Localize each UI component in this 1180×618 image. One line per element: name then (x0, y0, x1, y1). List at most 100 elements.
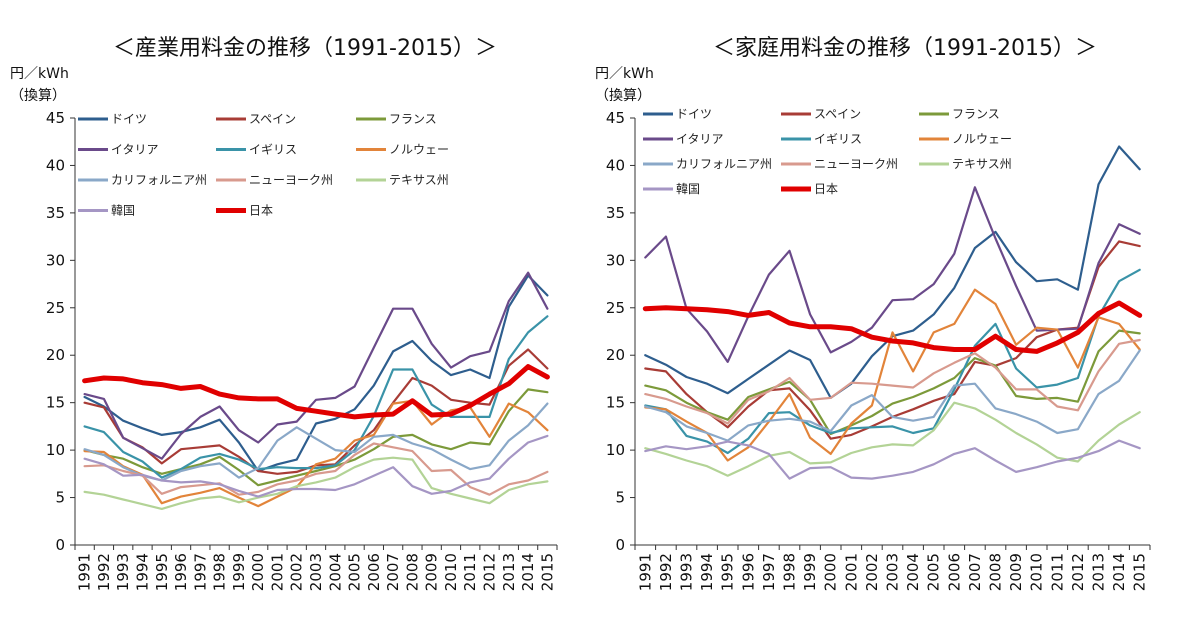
y-axis-unit-label: 円／kWh (595, 66, 654, 82)
legend-label: イギリス (814, 132, 862, 146)
legend-label: 日本 (814, 182, 838, 196)
industrial-chart-panel: ＜産業用料金の推移（1991-2015）＞ 円／kWh （換算） 0 5 10 15 20 25… (10, 36, 558, 591)
legend-label: カリフォルニア州 (111, 173, 207, 187)
series-line-11 (82, 364, 550, 420)
x-tick-label: 2014 (1110, 553, 1128, 591)
x-tick-label: 2007 (384, 553, 402, 591)
x-tick-label: 1995 (719, 553, 737, 591)
y-tick-label: 35 (46, 204, 65, 222)
x-tick-label: 2015 (538, 553, 556, 591)
x-tick-label: 2005 (925, 553, 943, 591)
legend-label: スペイン (814, 107, 861, 121)
y-tick-label: 5 (615, 489, 625, 507)
series-line-9 (83, 456, 549, 510)
y-tick-label: 40 (46, 156, 65, 174)
chart-title: ＜産業用料金の推移（1991-2015）＞ (113, 36, 497, 61)
y-tick-label: 20 (606, 346, 625, 364)
y-tick-label: 30 (46, 251, 65, 269)
series-line-4 (83, 271, 549, 460)
x-tick-label: 2012 (481, 553, 499, 591)
legend-label: テキサス州 (952, 157, 1012, 171)
x-tick-label: 1997 (191, 553, 209, 591)
x-tick-label: 2007 (966, 553, 984, 591)
x-tick-label: 2002 (288, 553, 306, 591)
x-tick-label: 2008 (987, 553, 1005, 591)
legend-label: スペイン (249, 112, 296, 126)
x-tick-label: 1999 (230, 553, 248, 591)
y-axis-unit-note: （換算） (595, 88, 651, 104)
x-tick-label: 2010 (1028, 553, 1046, 591)
x-tick-label: 2000 (249, 553, 267, 591)
x-tick-label: 2001 (842, 553, 860, 591)
y-tick-label: 5 (55, 489, 65, 507)
y-tick-label: 25 (46, 299, 65, 317)
x-tick-label: 2004 (904, 553, 922, 591)
series-line-9 (644, 401, 1141, 477)
x-tick-label: 2005 (346, 553, 364, 591)
legend-label: ニューヨーク州 (249, 173, 333, 187)
x-tick-label: 2006 (365, 553, 383, 591)
series-line-10 (83, 434, 549, 498)
y-tick-label: 0 (55, 536, 65, 554)
x-tick-label: 1994 (133, 553, 151, 591)
legend-label: ドイツ (111, 112, 147, 126)
x-tick-label: 1999 (801, 553, 819, 591)
series-line-3 (83, 388, 549, 487)
x-tick-label: 2000 (822, 553, 840, 591)
x-tick-label: 2006 (945, 553, 963, 591)
legend-label: ドイツ (676, 107, 712, 121)
y-tick-label: 40 (606, 156, 625, 174)
x-tick-label: 2013 (500, 553, 518, 591)
y-tick-label: 25 (606, 299, 625, 317)
x-tick-label: 1992 (657, 553, 675, 591)
series-line-10 (644, 439, 1141, 480)
legend-label: フランス (952, 107, 1000, 121)
x-tick-label: 1991 (636, 553, 654, 591)
x-tick-label: 1992 (95, 553, 113, 591)
x-tick-label: 1997 (760, 553, 778, 591)
legend-label: フランス (389, 112, 437, 126)
x-tick-label: 2012 (1069, 553, 1087, 591)
y-tick-label: 15 (46, 394, 65, 412)
legend-label: テキサス州 (389, 173, 449, 187)
x-tick-label: 2011 (461, 553, 479, 591)
y-tick-label: 20 (46, 346, 65, 364)
x-tick-label: 2003 (307, 553, 325, 591)
legend-label: イギリス (249, 143, 297, 157)
industrial-price-line-chart: ＜産業用料金の推移（1991-2015）＞ 円／kWh （換算） 0 5 10 15 20 25… (10, 36, 558, 591)
series-line-5 (83, 315, 549, 479)
legend-label: ニューヨーク州 (814, 157, 898, 171)
y-axis-unit-note: （換算） (10, 88, 66, 104)
x-tick-label: 1998 (781, 553, 799, 591)
household-price-line-chart: ＜家庭用料金の推移（1991-2015）＞ 円／kWh （換算） 0 5 10 15 20 25… (595, 36, 1151, 591)
y-tick-label: 35 (606, 204, 625, 222)
x-tick-label: 2014 (519, 553, 537, 591)
legend-label: 韓国 (111, 204, 135, 218)
y-tick-label: 10 (606, 441, 625, 459)
legend-label: カリフォルニア州 (676, 157, 772, 171)
series-line-6 (644, 288, 1141, 462)
x-tick-label: 2002 (863, 553, 881, 591)
x-tick-label: 2009 (1007, 553, 1025, 591)
series-line-8 (644, 338, 1141, 425)
x-tick-label: 2013 (1090, 553, 1108, 591)
x-tick-label: 2009 (423, 553, 441, 591)
series-line-1 (644, 145, 1141, 399)
x-tick-label: 1994 (698, 553, 716, 591)
legend-label: 日本 (249, 204, 273, 218)
legend-label: ノルウェー (389, 143, 449, 157)
x-tick-label: 1993 (678, 553, 696, 591)
x-tick-label: 1993 (114, 553, 132, 591)
x-tick-label: 2003 (884, 553, 902, 591)
y-tick-label: 30 (606, 251, 625, 269)
legend-label: イタリア (676, 132, 724, 146)
x-tick-label: 2001 (268, 553, 286, 591)
x-tick-label: 1996 (172, 553, 190, 591)
series-line-8 (83, 442, 549, 496)
x-tick-label: 1995 (153, 553, 171, 591)
y-tick-label: 15 (606, 394, 625, 412)
legend-label: ノルウェー (952, 132, 1012, 146)
x-tick-label: 2004 (326, 553, 344, 591)
x-tick-label: 1998 (211, 553, 229, 591)
x-tick-label: 2015 (1131, 553, 1149, 591)
